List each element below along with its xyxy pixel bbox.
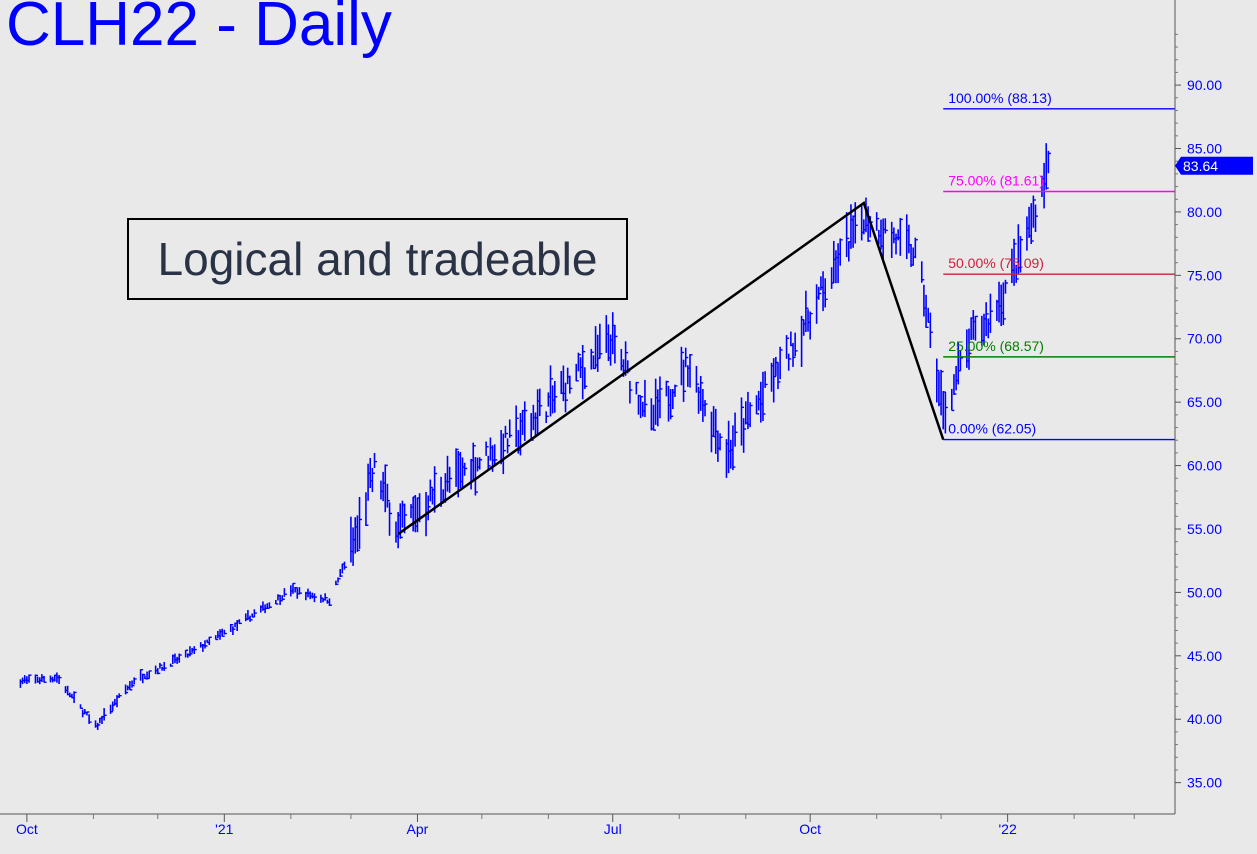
- x-axis: Oct '21 Apr Jul Oct '22: [0, 813, 1175, 837]
- x-tick-label: Oct: [16, 821, 38, 837]
- fib-label: 0.00% (62.05): [948, 421, 1036, 437]
- x-tick-label: Apr: [407, 821, 429, 837]
- y-tick-label: 60.00: [1187, 458, 1222, 474]
- fib-label: 100.00% (88.13): [948, 90, 1052, 106]
- y-tick-label: 65.00: [1187, 394, 1222, 410]
- plot-area: [0, 0, 1175, 814]
- swing-polyline: [397, 201, 945, 536]
- y-tick-label: 55.00: [1187, 521, 1222, 537]
- annotation-box: Logical and tradeable: [127, 218, 628, 300]
- x-tick-label: Jul: [604, 821, 622, 837]
- fib-levels: 100.00% (88.13) 75.00% (81.61) 50.00% (75.…: [943, 90, 1175, 441]
- x-tick-label: '22: [998, 821, 1016, 837]
- y-tick-label: 45.00: [1187, 648, 1222, 664]
- y-tick-label: 50.00: [1187, 584, 1222, 600]
- fib-label: 25.00% (68.57): [948, 338, 1044, 354]
- y-tick-label: 85.00: [1187, 141, 1222, 157]
- price-bars: [19, 143, 1051, 730]
- fib-label: 50.00% (75.09): [948, 255, 1044, 271]
- x-tick-label: '21: [215, 821, 233, 837]
- fib-label: 75.00% (81.61): [948, 173, 1044, 189]
- swing-lines: [397, 201, 945, 536]
- x-tick-label: Oct: [799, 821, 821, 837]
- chart-title: CLH22 - Daily: [6, 0, 392, 59]
- y-axis: 35.00 40.00 45.00 50.00 55.00 60.00 65.00 70.00…: [1174, 0, 1222, 814]
- y-tick-label: 40.00: [1187, 711, 1222, 727]
- y-tick-label: 80.00: [1187, 204, 1222, 220]
- y-tick-label: 35.00: [1187, 775, 1222, 791]
- last-price-tag: [1175, 156, 1253, 175]
- annotation-text: Logical and tradeable: [157, 233, 598, 285]
- y-tick-label: 90.00: [1187, 77, 1222, 93]
- y-tick-label: 70.00: [1187, 331, 1222, 347]
- last-price-marker: 83.64: [1175, 156, 1253, 175]
- last-price-label: 83.64: [1183, 158, 1218, 174]
- y-tick-label: 75.00: [1187, 267, 1222, 283]
